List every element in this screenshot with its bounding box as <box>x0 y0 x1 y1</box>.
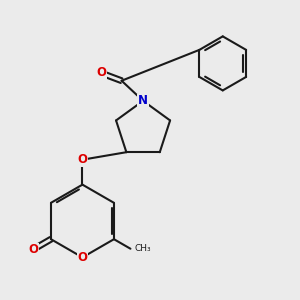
Text: O: O <box>97 66 106 79</box>
Text: N: N <box>138 94 148 107</box>
Text: O: O <box>77 251 88 264</box>
Text: O: O <box>77 153 88 166</box>
Text: CH₃: CH₃ <box>135 244 151 253</box>
Text: O: O <box>28 243 38 256</box>
